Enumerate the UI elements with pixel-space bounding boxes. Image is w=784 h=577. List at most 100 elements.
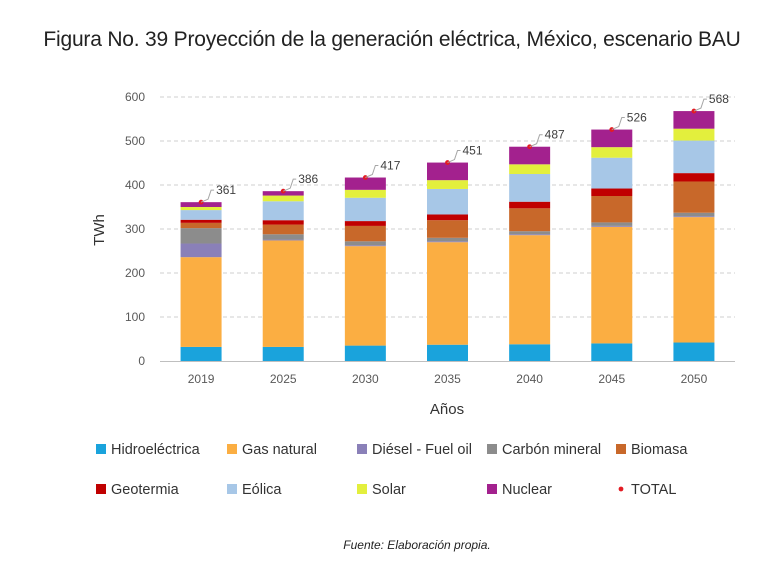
total-leader-line (693, 98, 707, 112)
x-tick-label: 2025 (270, 372, 297, 386)
bar-segment-e-lica (180, 210, 222, 220)
bar-segment-biomasa (509, 208, 551, 232)
bar-segment-biomasa (180, 222, 222, 229)
y-tick-label: 200 (125, 266, 145, 280)
total-data-label: 526 (627, 111, 647, 125)
bar-segment-nuclear (344, 177, 386, 190)
bar-segment-nuclear (427, 162, 468, 181)
y-tick-label: 400 (125, 178, 145, 192)
legend-label: Nuclear (502, 482, 552, 498)
legend-label: Carbón mineral (502, 442, 601, 458)
legend-swatch (96, 444, 106, 454)
bar-segment-gas-natural (427, 242, 468, 345)
total-data-label: 451 (463, 144, 483, 158)
x-axis: 2019 2025 2030 2035 2040 2045 2050 (160, 361, 735, 386)
bar-segment-e-lica (673, 140, 715, 174)
bar-segment-solar (427, 180, 468, 189)
total-leader-line (529, 134, 543, 148)
total-data-label: 487 (545, 128, 565, 142)
bar-segment-e-lica (344, 197, 386, 222)
total-leader-line (365, 165, 379, 178)
y-tick-label: 600 (125, 90, 145, 104)
legend-swatch (487, 444, 497, 454)
bar-segment-geotermia (262, 220, 304, 225)
bar-segment-solar (509, 164, 551, 174)
bar-segment-solar (180, 207, 222, 211)
legend-swatch (487, 484, 497, 494)
bar-segment-e-lica (509, 174, 551, 202)
x-tick-label: 2050 (681, 372, 708, 386)
total-data-label: 361 (216, 183, 236, 197)
source-note: Fuente: Elaboración propia. (343, 538, 491, 552)
bar-segment-di-sel-fuel-oil (591, 225, 633, 227)
bar-segment-nuclear (180, 202, 222, 207)
bar-segment-nuclear (509, 146, 551, 165)
bar-segment-di-sel-fuel-oil (509, 234, 551, 236)
bar-segment-carb-n-mineral (591, 222, 633, 226)
total-point (609, 127, 615, 132)
bar-segment-hidroel-ctrica (673, 342, 715, 361)
x-tick-label: 2040 (516, 372, 543, 386)
legend-label: Diésel - Fuel oil (372, 442, 472, 458)
y-axis: 0 100 200 300 400 500 600 (125, 90, 145, 368)
bar-segment-solar (673, 128, 715, 141)
bar-segment-hidroel-ctrica (344, 345, 386, 361)
bar-segment-solar (591, 147, 633, 158)
bar-segment-carb-n-mineral (344, 241, 386, 246)
y-axis-title: TWh (91, 214, 108, 246)
total-data-label: 386 (298, 172, 318, 186)
legend: Hidroeléctrica Gas natural Diésel - Fuel o… (96, 442, 688, 498)
y-tick-label: 500 (125, 134, 145, 148)
bar-segment-hidroel-ctrica (180, 346, 222, 361)
bar-segment-hidroel-ctrica (427, 344, 468, 361)
total-leader-line (200, 189, 215, 203)
legend-label: Solar (372, 482, 406, 498)
bar-segment-di-sel-fuel-oil (344, 245, 386, 247)
bar-segment-gas-natural (180, 257, 222, 347)
bar-segment-carb-n-mineral (509, 231, 551, 235)
bar-segment-solar (262, 195, 304, 202)
y-tick-label: 300 (125, 222, 145, 236)
bar-segment-di-sel-fuel-oil (427, 241, 468, 243)
legend-label: Hidroeléctrica (111, 442, 201, 458)
total-point (362, 175, 368, 180)
legend-label: Gas natural (242, 442, 317, 458)
bar-segment-geotermia (344, 221, 386, 226)
legend-label: TOTAL (631, 482, 676, 498)
total-leader-line (611, 117, 625, 131)
bar-segment-geotermia (427, 214, 468, 221)
bar-segment-di-sel-fuel-oil (180, 243, 222, 258)
bar-segment-geotermia (591, 188, 633, 196)
x-tick-label: 2045 (598, 372, 625, 386)
bar-segment-e-lica (427, 188, 468, 215)
legend-swatch (616, 444, 626, 454)
bar-segment-di-sel-fuel-oil (673, 216, 715, 218)
bar-segment-hidroel-ctrica (262, 346, 304, 361)
y-tick-label: 100 (125, 310, 145, 324)
bar-segment-hidroel-ctrica (509, 344, 551, 361)
bar-segment-nuclear (591, 129, 633, 148)
total-data-label: 568 (709, 92, 729, 106)
bar-segment-geotermia (673, 173, 715, 182)
chart-title: Figura No. 39 Proyección de la generació… (43, 28, 741, 51)
legend-label: Biomasa (631, 442, 688, 458)
bar-segment-geotermia (509, 201, 551, 209)
legend-swatch (227, 484, 237, 494)
bar-segment-geotermia (180, 219, 222, 223)
bar-segment-e-lica (591, 157, 633, 189)
bar-segment-solar (344, 189, 386, 198)
legend-label: Geotermia (111, 482, 180, 498)
bar-segment-gas-natural (344, 246, 386, 346)
x-tick-label: 2035 (434, 372, 461, 386)
total-labels: 361 386 417 451 487 526 568 (198, 92, 729, 205)
y-tick-label: 0 (138, 354, 145, 368)
bar-segment-biomasa (344, 225, 386, 242)
total-point (527, 144, 533, 150)
bar-segment-gas-natural (262, 240, 304, 347)
legend-swatch (227, 444, 237, 454)
total-leader-line (447, 150, 461, 164)
legend-marker (618, 486, 624, 492)
legend-swatch (357, 484, 367, 494)
bar-segment-gas-natural (673, 217, 715, 343)
bar-segment-di-sel-fuel-oil (262, 239, 304, 241)
